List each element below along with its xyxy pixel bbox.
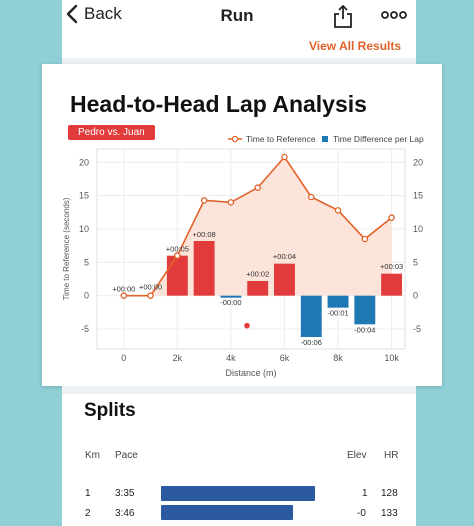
bar <box>166 255 188 296</box>
legend-label: Time to Reference <box>246 134 316 144</box>
data-label: +00:00 <box>139 283 162 292</box>
chart-title: Head-to-Head Lap Analysis <box>70 91 367 117</box>
column-header-hr: HR <box>384 450 399 461</box>
comparison-badge: Pedro vs. Juan <box>68 125 155 140</box>
y-axis-label: Time to Reference (seconds) <box>62 197 71 300</box>
pace-bar <box>161 486 315 501</box>
line-point <box>361 235 369 243</box>
split-elev: 1 <box>362 488 368 499</box>
column-header-km: Km <box>85 450 100 461</box>
lap-analysis-card: -5 -5 0 0 5 5 10 10 15 15 20 20 0 2k 4k 6k 8k 10k Distance… <box>42 64 442 386</box>
legend-line-marker-point <box>231 135 239 143</box>
view-all-results-link[interactable]: View All Results <box>309 39 402 53</box>
y-tick-label-right: 10 <box>413 224 423 234</box>
line-area-fill <box>123 157 392 296</box>
bar <box>327 295 349 308</box>
split-elev: -0 <box>357 508 366 519</box>
x-tick-label: 0 <box>121 353 126 363</box>
legend-bar-marker <box>322 136 328 142</box>
data-label: -00:00 <box>220 298 241 307</box>
bar <box>354 295 376 325</box>
bar <box>220 295 242 298</box>
line-point <box>200 197 208 204</box>
data-label: +00:03 <box>380 262 403 271</box>
line-point <box>227 199 235 206</box>
y-tick-label-left: -5 <box>81 324 89 334</box>
y-tick-label-left: 15 <box>79 191 89 201</box>
column-header-elev: Elev <box>347 450 367 461</box>
lap-analysis-chart: -5 -5 0 0 5 5 10 10 15 15 20 20 0 2k 4k 6k 8k 10k Distance… <box>62 134 424 378</box>
split-pace: 3:35 <box>115 488 135 499</box>
bar <box>300 295 322 337</box>
x-tick-label: 6k <box>280 353 290 363</box>
back-button[interactable]: Back <box>66 4 122 24</box>
share-icon[interactable] <box>333 3 353 29</box>
y-tick-label-right: 5 <box>413 257 418 267</box>
data-label: +00:04 <box>273 252 296 261</box>
data-label: +00:05 <box>166 245 189 254</box>
split-km: 1 <box>85 488 91 499</box>
split-hr: 133 <box>381 508 398 519</box>
y-tick-label-right: -5 <box>413 324 421 334</box>
split-pace: 3:46 <box>115 508 135 519</box>
outlier-point <box>244 322 250 329</box>
page-title: Run <box>220 6 254 25</box>
navigation-bar: Back Run <box>0 0 474 34</box>
line-point <box>308 193 315 201</box>
x-tick-label: 4k <box>226 353 236 363</box>
line-point <box>120 292 128 299</box>
bar <box>274 263 295 296</box>
data-label: -00:01 <box>327 309 348 318</box>
line-point <box>147 292 154 299</box>
pace-bar <box>161 505 293 520</box>
line-point <box>254 184 261 191</box>
y-tick-label-left: 5 <box>84 257 89 267</box>
y-tick-label-left: 0 <box>84 291 89 301</box>
data-label: -00:04 <box>354 325 375 334</box>
y-tick-label-left: 20 <box>79 157 89 167</box>
section-divider <box>62 58 416 64</box>
data-label: +00:02 <box>246 269 269 278</box>
legend-label: Time Difference per Lap <box>333 134 424 144</box>
y-tick-label-left: 10 <box>79 224 89 234</box>
bar <box>247 281 269 296</box>
more-options-icon[interactable] <box>381 10 407 20</box>
section-divider <box>62 386 416 394</box>
line-point <box>388 214 395 221</box>
bar <box>381 273 403 296</box>
x-tick-label: 10k <box>384 353 399 363</box>
column-header-pace: Pace <box>115 450 138 461</box>
y-tick-label-right: 20 <box>413 157 423 167</box>
splits-title: Splits <box>84 400 136 421</box>
split-hr: 128 <box>381 488 398 499</box>
chevron-left-icon <box>66 4 78 24</box>
split-km: 2 <box>85 508 91 519</box>
bar <box>193 241 215 296</box>
line-point <box>281 153 288 161</box>
line-point <box>174 252 181 259</box>
x-tick-label: 2k <box>173 353 183 363</box>
data-label: +00:00 <box>112 285 135 294</box>
back-label: Back <box>84 4 122 23</box>
data-label: +00:08 <box>193 230 216 239</box>
line-point <box>334 207 342 214</box>
x-axis-label: Distance (m) <box>225 368 276 378</box>
y-tick-label-right: 15 <box>413 191 423 201</box>
data-label: -00:06 <box>301 338 322 347</box>
x-tick-label: 8k <box>333 353 343 363</box>
y-tick-label-right: 0 <box>413 291 418 301</box>
